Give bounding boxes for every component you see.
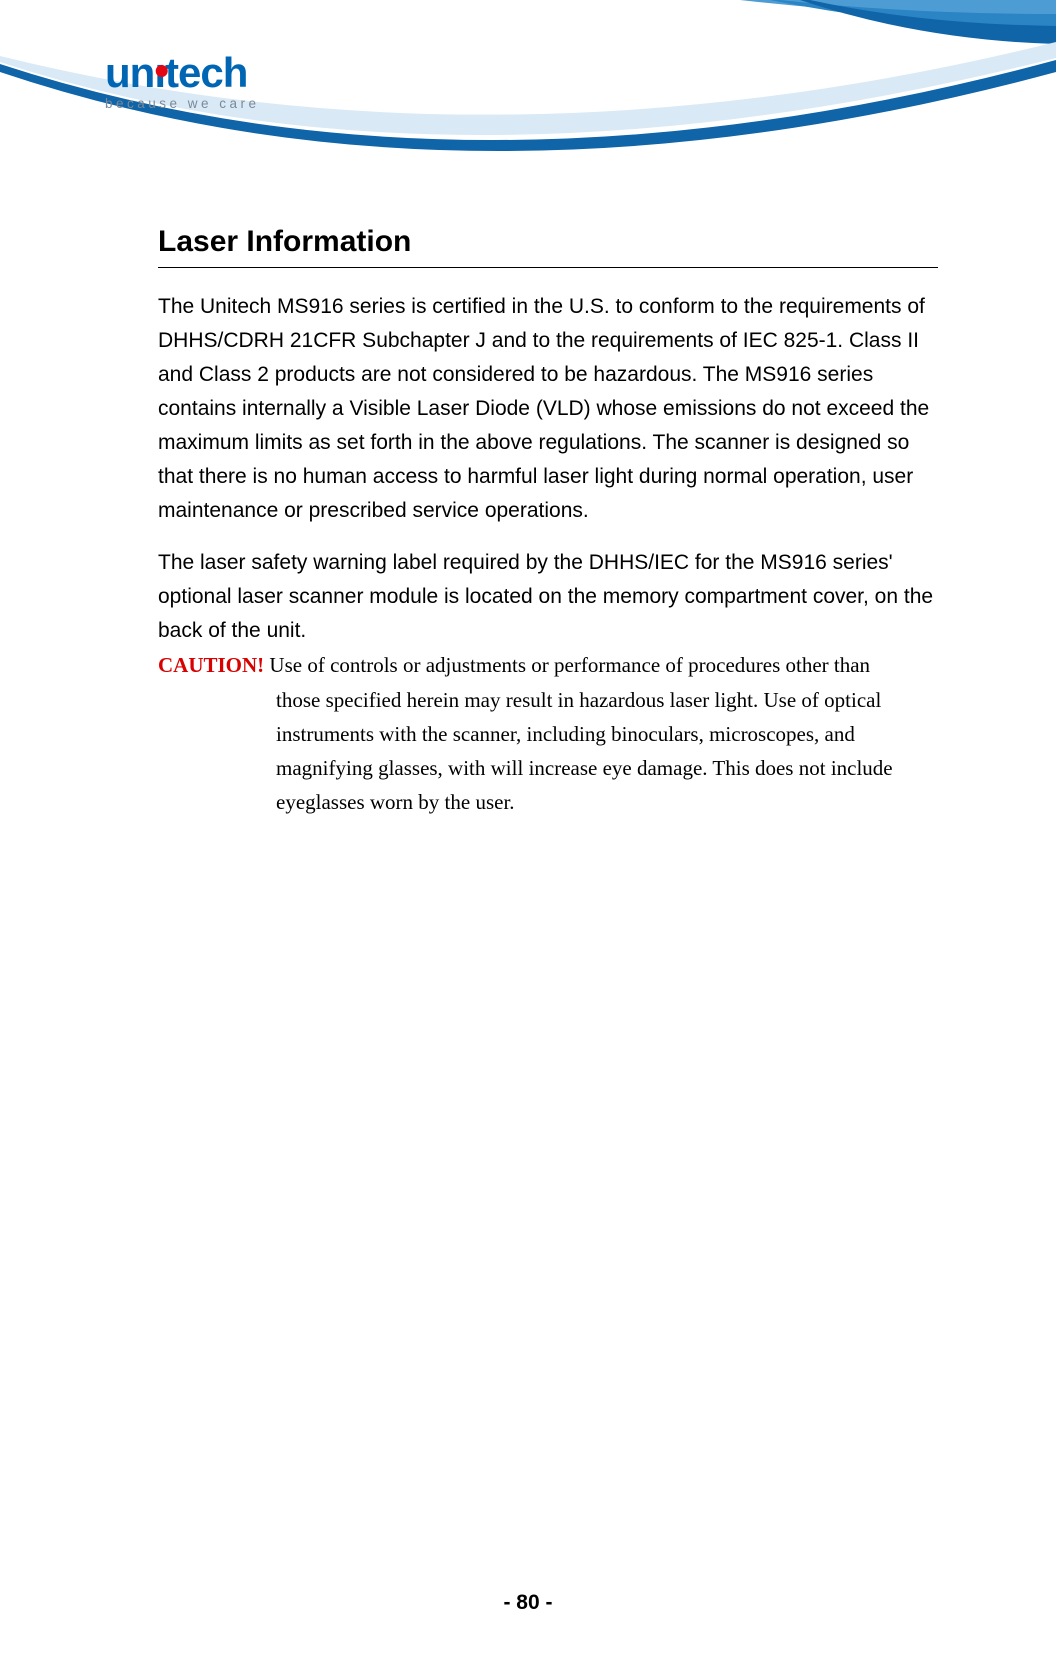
paragraph-2: The laser safety warning label required … [158, 546, 938, 648]
page-content: Laser Information The Unitech MS916 seri… [158, 225, 938, 819]
caution-label: CAUTION! [158, 653, 264, 677]
brand-logo: unı•tech because we care [105, 52, 260, 111]
page-number: - 80 - [0, 1591, 1056, 1615]
caution-body: those specified herein may result in haz… [158, 683, 938, 819]
section-title: Laser Information [158, 225, 938, 268]
paragraph-1: The Unitech MS916 series is certified in… [158, 290, 938, 528]
brand-part2: tech [165, 49, 247, 96]
caution-first-line: Use of controls or adjustments or perfor… [264, 653, 870, 677]
brand-part1: un [105, 49, 154, 96]
brand-i: ı• [154, 49, 165, 96]
brand-tagline: because we care [105, 96, 260, 111]
brand-wordmark: unı•tech [105, 52, 260, 94]
caution-block: CAUTION! Use of controls or adjustments … [158, 648, 938, 819]
